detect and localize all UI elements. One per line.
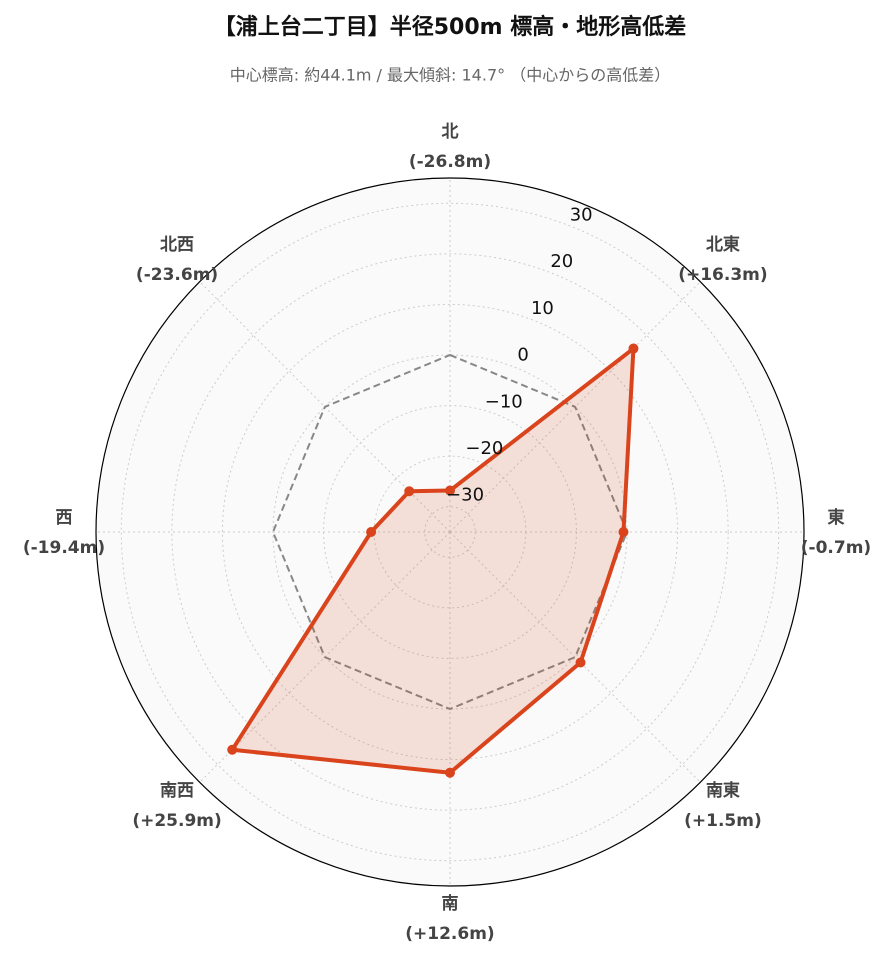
r-tick-label: −10 <box>485 391 523 412</box>
labels: −30 −20 −10 0 10 20 30 北 (-26.8m) 北東 (+16.3m) 東 (-0.… <box>23 122 871 944</box>
grid-circle <box>221 303 679 761</box>
value-label: (+12.6m) <box>405 924 494 944</box>
category-label: 西 <box>56 508 73 528</box>
r-tick-label: −30 <box>446 485 484 506</box>
marks <box>227 343 639 778</box>
r-tick-label: 10 <box>531 298 554 319</box>
grid-circle <box>120 202 780 862</box>
value-label: (+1.5m) <box>684 811 762 831</box>
chart-title: 【浦上台二丁目】半径500m 標高・地形高低差 <box>214 14 687 40</box>
r-tick-label: 30 <box>570 204 593 225</box>
point <box>366 527 377 537</box>
chart-subtitle: 中心標高: 約44.1m / 最大傾斜: 14.7° （中心からの高低差） <box>230 66 670 85</box>
point <box>575 657 586 668</box>
value-label: (+25.9m) <box>132 811 221 831</box>
category-label: 南 <box>442 893 459 914</box>
category-label: 北東 <box>706 234 740 255</box>
r-tick-label: −20 <box>465 438 503 459</box>
value-label: (-26.8m) <box>409 152 491 172</box>
value-label: (-0.7m) <box>801 538 871 558</box>
category-label: 南西 <box>160 780 194 801</box>
r-tick-label: 0 <box>517 345 528 366</box>
grid-spoke <box>449 531 701 783</box>
point <box>618 527 629 537</box>
grid-circle <box>171 253 729 811</box>
r-tick-label: 20 <box>550 251 573 272</box>
point <box>404 486 415 497</box>
category-label: 南東 <box>706 780 740 801</box>
point <box>445 767 455 778</box>
category-label: 北西 <box>160 235 194 255</box>
point <box>628 343 639 354</box>
value-label: (+16.3m) <box>678 265 767 285</box>
outer-frame <box>95 177 805 887</box>
category-label: 東 <box>828 507 845 528</box>
point <box>227 744 238 755</box>
value-label: (-19.4m) <box>23 538 105 558</box>
reference-line <box>271 353 629 711</box>
value-label: (-23.6m) <box>136 265 218 285</box>
point <box>445 485 455 496</box>
category-label: 北 <box>442 122 459 142</box>
